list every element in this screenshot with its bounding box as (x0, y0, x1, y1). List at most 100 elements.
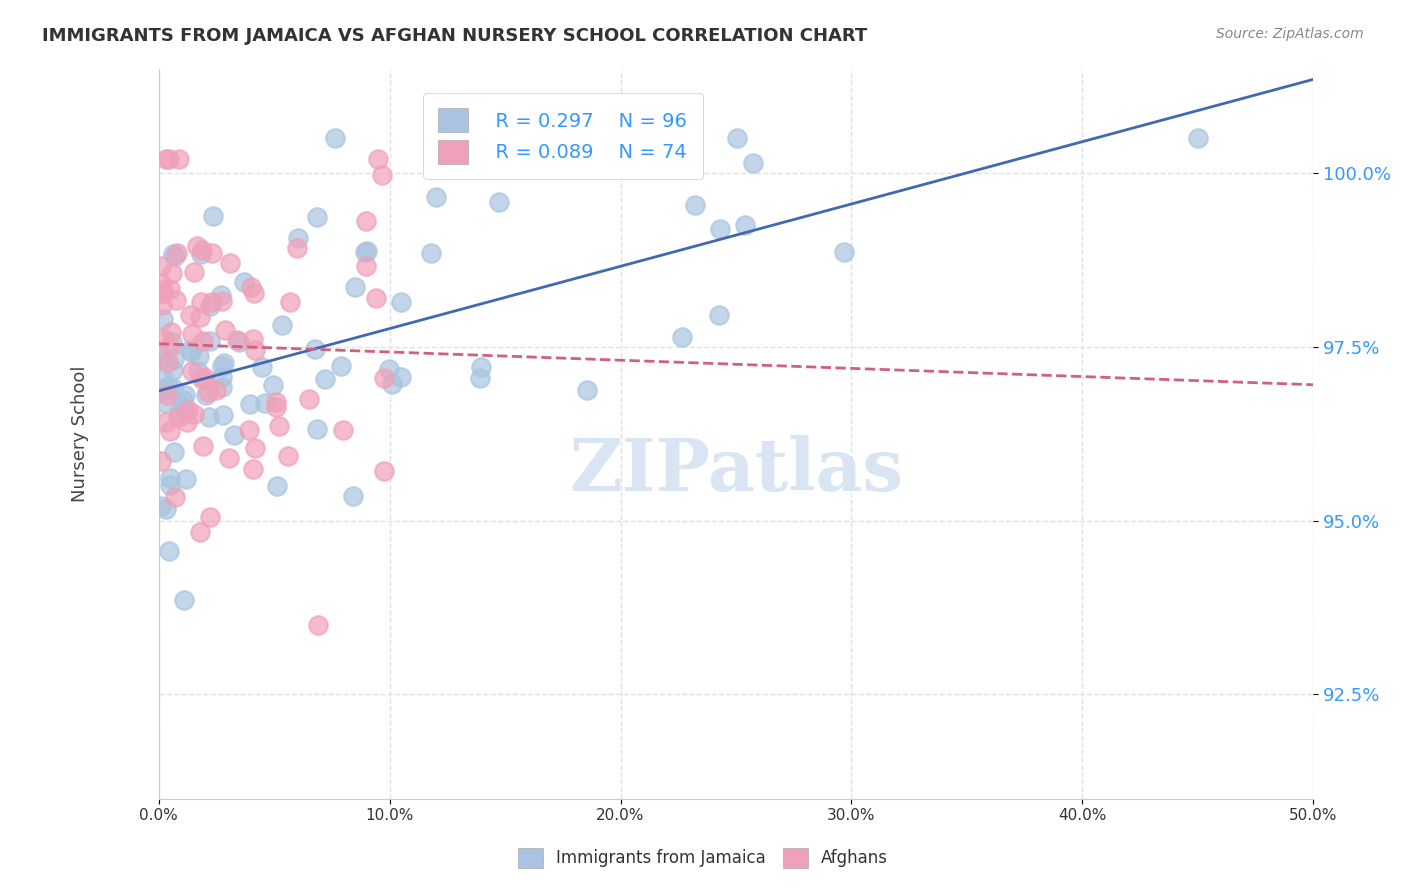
Point (305, 210, 328, 224)
Point (163, 352, 186, 367)
Point (155, 152, 177, 166)
Point (425, 190, 447, 204)
Point (204, 384, 226, 398)
Point (153, 396, 176, 410)
Point (378, 361, 401, 376)
Point (271, 318, 294, 332)
Legend: Immigrants from Jamaica, Afghans: Immigrants from Jamaica, Afghans (512, 841, 894, 875)
Point (468, 371, 491, 385)
Point (832, 244, 855, 259)
Point (162, 381, 184, 395)
Point (176, 415, 198, 429)
Point (188, 524, 211, 539)
Point (157, 544, 180, 558)
Point (419, 245, 441, 260)
Point (266, 479, 288, 493)
Point (191, 334, 214, 349)
Point (179, 308, 201, 322)
Point (212, 356, 235, 370)
Point (264, 400, 287, 414)
Point (240, 280, 263, 294)
Point (354, 259, 377, 273)
Point (150, 453, 173, 467)
Point (165, 249, 187, 263)
Point (470, 360, 492, 375)
Point (172, 393, 194, 408)
Point (173, 593, 195, 607)
Point (211, 380, 233, 394)
Point (159, 282, 181, 296)
Point (152, 312, 174, 326)
Point (152, 284, 174, 298)
Point (177, 402, 200, 417)
Point (191, 372, 214, 386)
Point (157, 152, 180, 166)
Point (159, 340, 181, 354)
Point (201, 295, 224, 310)
Point (307, 618, 329, 632)
Point (250, 359, 273, 374)
Point (156, 355, 179, 369)
Point (163, 490, 186, 504)
Point (195, 388, 218, 402)
Point (254, 396, 277, 410)
Point (197, 385, 219, 400)
Point (709, 222, 731, 236)
Point (150, 259, 173, 273)
Point (332, 423, 354, 437)
Point (172, 400, 194, 414)
Point (323, 131, 346, 145)
Point (734, 219, 756, 233)
Point (353, 245, 375, 260)
Point (741, 156, 763, 170)
Point (371, 168, 394, 182)
Point (150, 298, 173, 312)
Point (373, 371, 395, 385)
Point (218, 450, 240, 465)
Point (190, 246, 212, 260)
Point (238, 423, 260, 437)
Text: Source: ZipAtlas.com: Source: ZipAtlas.com (1216, 27, 1364, 41)
Point (160, 335, 183, 350)
Point (243, 441, 266, 455)
Point (233, 275, 256, 289)
Point (211, 370, 233, 384)
Point (709, 308, 731, 322)
Point (180, 364, 202, 378)
Point (166, 245, 188, 260)
Point (212, 409, 235, 423)
Point (163, 444, 186, 458)
Point (162, 363, 184, 377)
Point (150, 353, 173, 368)
Point (162, 247, 184, 261)
Point (156, 378, 179, 392)
Point (373, 465, 395, 479)
Point (242, 462, 264, 476)
Point (159, 424, 181, 438)
Point (211, 359, 233, 374)
Point (166, 409, 188, 424)
Point (262, 378, 284, 392)
Point (211, 293, 233, 308)
Text: IMMIGRANTS FROM JAMAICA VS AFGHAN NURSERY SCHOOL CORRELATION CHART: IMMIGRANTS FROM JAMAICA VS AFGHAN NURSER… (42, 27, 868, 45)
Point (187, 364, 209, 378)
Point (278, 294, 301, 309)
Point (226, 333, 249, 347)
Point (152, 331, 174, 345)
Point (202, 209, 225, 223)
Point (356, 244, 378, 258)
Point (269, 419, 291, 434)
Point (162, 266, 184, 280)
Point (277, 449, 299, 463)
Point (725, 131, 748, 145)
Point (364, 291, 387, 305)
Point (304, 342, 326, 356)
Point (344, 279, 367, 293)
Point (381, 377, 404, 392)
Point (190, 310, 212, 324)
Point (239, 397, 262, 411)
Point (181, 326, 204, 341)
Point (200, 299, 222, 313)
Point (152, 372, 174, 386)
Point (198, 334, 221, 348)
